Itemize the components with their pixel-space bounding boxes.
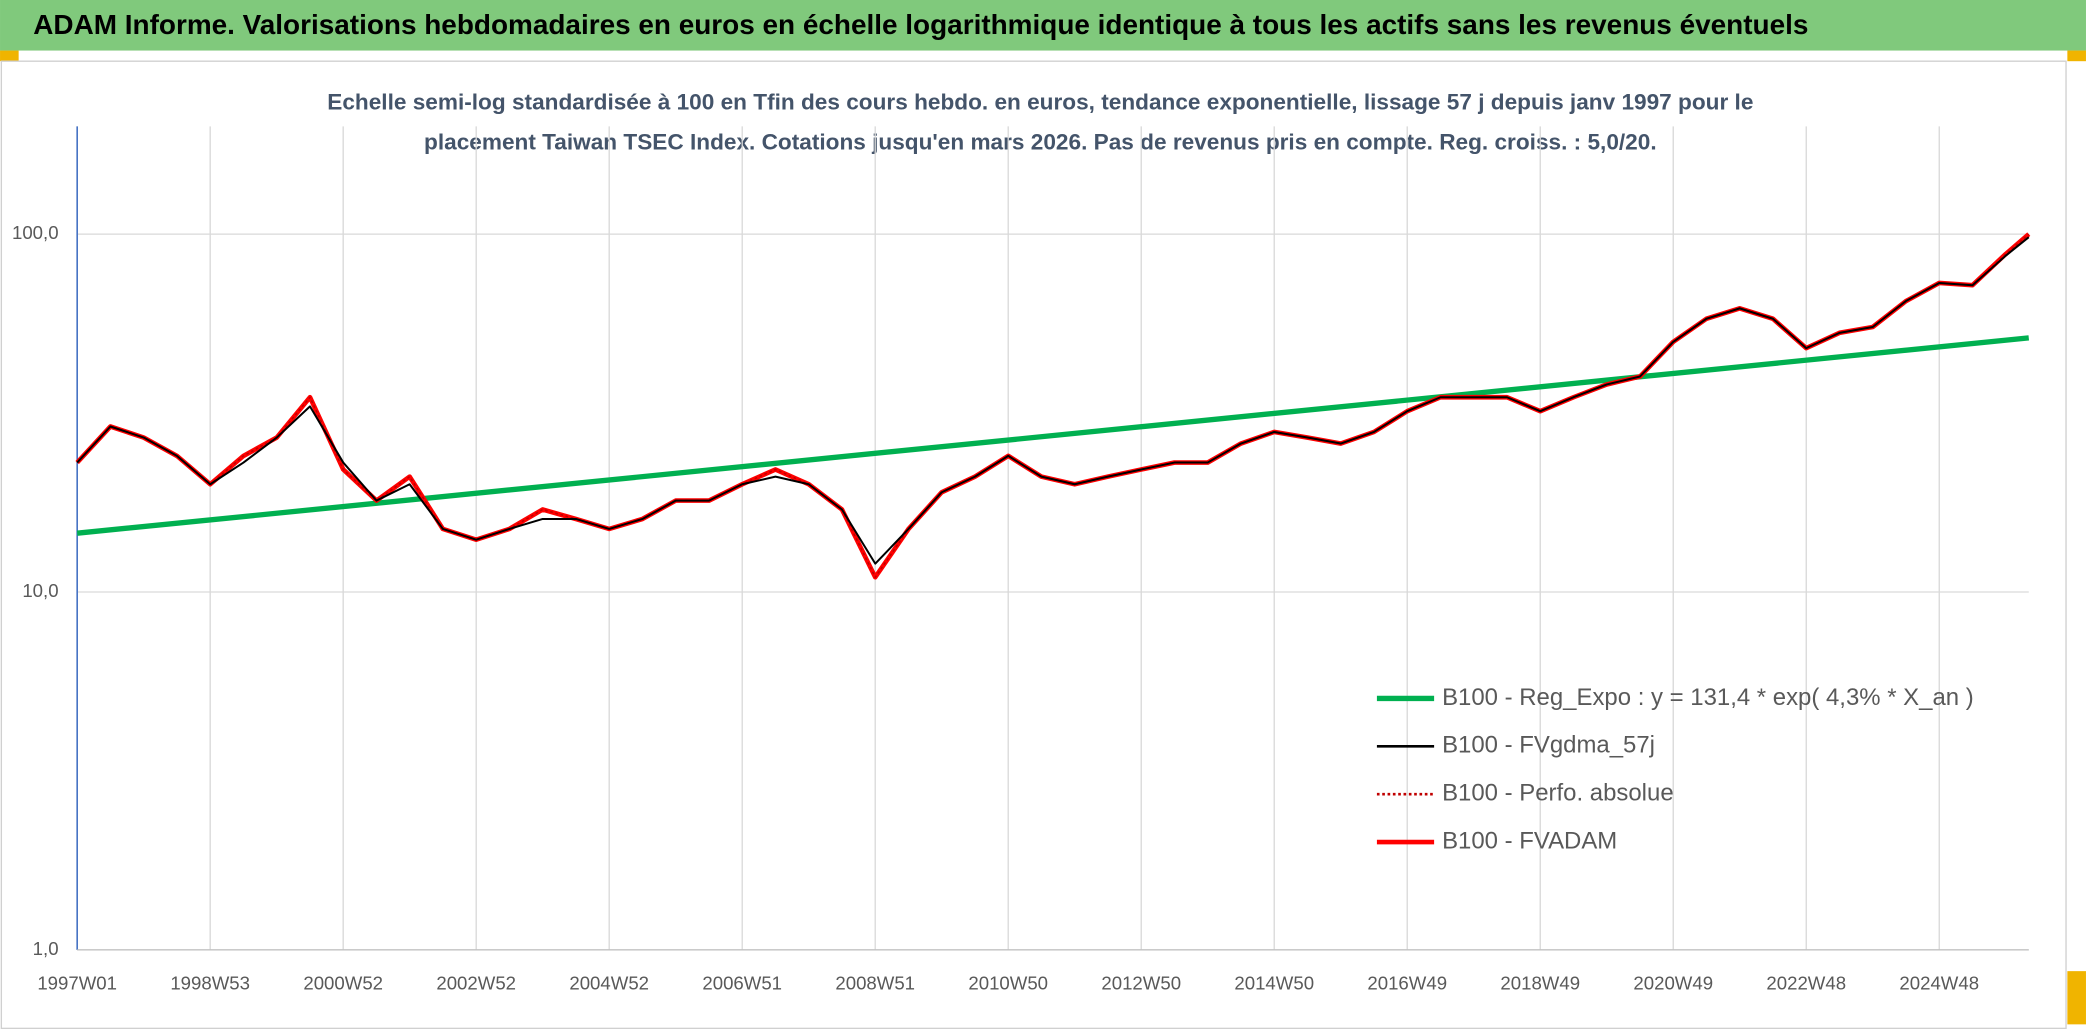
- legend-label: B100 - FVgdma_57j: [1442, 732, 1655, 759]
- series-line: [76, 236, 2030, 565]
- x-tick-label: 1998W53: [170, 972, 250, 993]
- legend-label: B100 - Perfo. absolue: [1442, 780, 1674, 807]
- x-tick-label: 2014W50: [1234, 972, 1314, 993]
- x-tick-label: 2000W52: [303, 972, 383, 993]
- corner-mark: [2067, 50, 2086, 62]
- x-tick-label: 2004W52: [569, 972, 649, 993]
- legend-label: B100 - Reg_Expo : y = 131,4 * exp( 4,3% …: [1442, 684, 1974, 711]
- y-tick-label: 1,0: [33, 938, 59, 959]
- y-tick-label: 100,0: [12, 222, 59, 243]
- x-tick-label: 1997W01: [37, 972, 117, 993]
- chart-frame: [0, 60, 2067, 1030]
- x-tick-label: 2020W49: [1633, 972, 1713, 993]
- x-tick-label: 2024W48: [1899, 972, 1979, 993]
- x-tick-label: 2006W51: [702, 972, 782, 993]
- x-tick-label: 2018W49: [1500, 972, 1580, 993]
- x-tick-label: 2012W50: [1101, 972, 1181, 993]
- legend-label: B100 - FVADAM: [1442, 827, 1617, 854]
- chart-subtitle: Echelle semi-log standardisée à 100 en T…: [327, 90, 1753, 115]
- header-bar: [0, 0, 2086, 51]
- x-tick-label: 2022W48: [1766, 972, 1846, 993]
- y-tick-label: 10,0: [22, 580, 58, 601]
- x-tick-label: 2010W50: [968, 972, 1048, 993]
- chart-subtitle: placement Taiwan TSEC Index. Cotations j…: [424, 130, 1657, 155]
- chart-title: ADAM Informe. Valorisations hebdomadaire…: [33, 9, 1808, 40]
- corner-mark: [0, 50, 19, 62]
- x-tick-label: 2002W52: [436, 972, 516, 993]
- series-line: [76, 335, 2030, 536]
- corner-mark: [2067, 971, 2086, 1025]
- x-tick-label: 2016W49: [1367, 972, 1447, 993]
- x-tick-label: 2008W51: [835, 972, 915, 993]
